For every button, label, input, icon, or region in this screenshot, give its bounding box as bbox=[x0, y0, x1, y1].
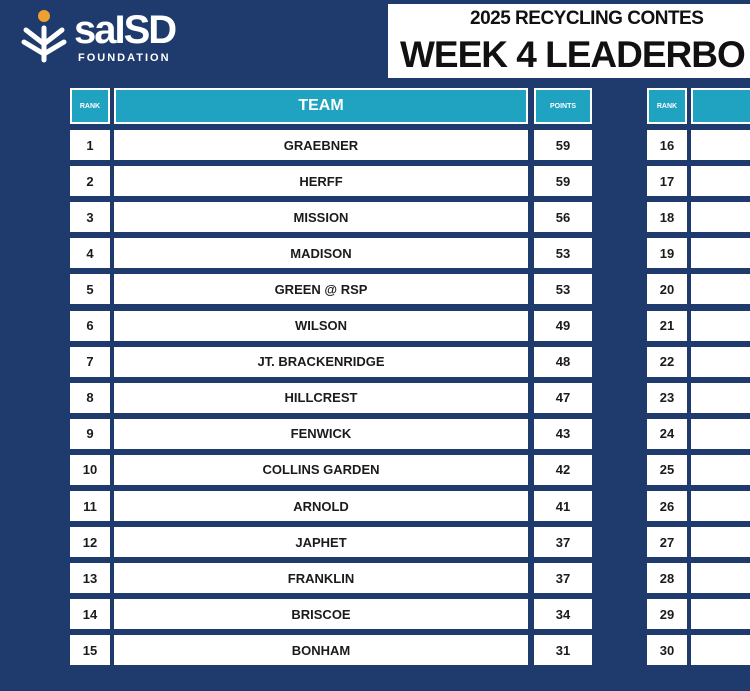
title-line-2: WEEK 4 LEADERBO bbox=[400, 34, 746, 75]
team-cell: JT. BRACKENRIDGE bbox=[114, 346, 528, 377]
points-cell: 34 bbox=[534, 599, 592, 630]
column-header: RANK bbox=[70, 88, 110, 124]
rank-cell: 30 bbox=[647, 635, 687, 666]
team-cell bbox=[691, 491, 750, 521]
team-cell: FENWICK bbox=[114, 418, 528, 449]
rank-cell: 2 bbox=[70, 166, 110, 197]
team-cell bbox=[691, 527, 750, 558]
rank-cell: 17 bbox=[647, 166, 687, 197]
points-cell: 41 bbox=[534, 491, 592, 521]
team-cell: BONHAM bbox=[114, 635, 528, 666]
column-header: POINTS bbox=[534, 88, 592, 124]
rank-cell: 27 bbox=[647, 527, 687, 558]
points-cell: 49 bbox=[534, 310, 592, 341]
team-cell: HERFF bbox=[114, 166, 528, 197]
team-cell: MISSION bbox=[114, 202, 528, 233]
rank-cell: 1 bbox=[70, 130, 110, 160]
title-line-1: 2025 RECYCLING CONTES bbox=[470, 8, 704, 29]
team-cell: MADISON bbox=[114, 238, 528, 269]
points-cell: 43 bbox=[534, 418, 592, 449]
rank-cell: 22 bbox=[647, 346, 687, 377]
rank-cell: 28 bbox=[647, 563, 687, 594]
rank-cell: 23 bbox=[647, 382, 687, 413]
rank-cell: 9 bbox=[70, 418, 110, 449]
team-cell bbox=[691, 238, 750, 269]
title-box: 2025 RECYCLING CONTES WEEK 4 LEADERBO bbox=[388, 4, 750, 78]
points-cell: 53 bbox=[534, 274, 592, 305]
team-cell bbox=[691, 202, 750, 233]
rank-cell: 15 bbox=[70, 635, 110, 666]
points-cell: 59 bbox=[534, 166, 592, 197]
team-cell: GREEN @ RSP bbox=[114, 274, 528, 305]
points-cell: 47 bbox=[534, 382, 592, 413]
team-cell bbox=[691, 274, 750, 305]
team-cell bbox=[691, 166, 750, 197]
team-cell bbox=[691, 635, 750, 666]
logo-text: saISD bbox=[74, 8, 177, 52]
rank-cell: 16 bbox=[647, 130, 687, 160]
team-cell bbox=[691, 130, 750, 160]
team-cell bbox=[691, 563, 750, 594]
logo-icon bbox=[21, 10, 67, 63]
rank-cell: 3 bbox=[70, 202, 110, 233]
points-cell: 59 bbox=[534, 130, 592, 160]
rank-cell: 14 bbox=[70, 599, 110, 630]
team-cell: GRAEBNER bbox=[114, 130, 528, 160]
rank-cell: 12 bbox=[70, 527, 110, 558]
rank-cell: 13 bbox=[70, 563, 110, 594]
team-cell: FRANKLIN bbox=[114, 563, 528, 594]
team-cell: COLLINS GARDEN bbox=[114, 454, 528, 485]
points-cell: 31 bbox=[534, 635, 592, 666]
team-cell bbox=[691, 454, 750, 485]
rank-cell: 10 bbox=[70, 454, 110, 485]
team-cell bbox=[691, 346, 750, 377]
rank-cell: 4 bbox=[70, 238, 110, 269]
team-cell: BRISCOE bbox=[114, 599, 528, 630]
team-cell bbox=[691, 382, 750, 413]
team-cell bbox=[691, 310, 750, 341]
team-cell: JAPHET bbox=[114, 527, 528, 558]
rank-cell: 26 bbox=[647, 491, 687, 521]
rank-cell: 20 bbox=[647, 274, 687, 305]
rank-cell: 7 bbox=[70, 346, 110, 377]
column-header bbox=[691, 88, 750, 124]
rank-cell: 6 bbox=[70, 310, 110, 341]
rank-cell: 11 bbox=[70, 491, 110, 521]
team-cell: ARNOLD bbox=[114, 491, 528, 521]
team-cell bbox=[691, 599, 750, 630]
points-cell: 48 bbox=[534, 346, 592, 377]
rank-cell: 18 bbox=[647, 202, 687, 233]
team-cell bbox=[691, 418, 750, 449]
points-cell: 56 bbox=[534, 202, 592, 233]
team-cell: HILLCREST bbox=[114, 382, 528, 413]
points-cell: 37 bbox=[534, 527, 592, 558]
rank-cell: 8 bbox=[70, 382, 110, 413]
rank-cell: 19 bbox=[647, 238, 687, 269]
team-cell: WILSON bbox=[114, 310, 528, 341]
rank-cell: 5 bbox=[70, 274, 110, 305]
rank-cell: 29 bbox=[647, 599, 687, 630]
column-header: TEAM bbox=[114, 88, 528, 124]
rank-cell: 24 bbox=[647, 418, 687, 449]
rank-cell: 25 bbox=[647, 454, 687, 485]
points-cell: 53 bbox=[534, 238, 592, 269]
logo-subtitle: FOUNDATION bbox=[78, 52, 171, 64]
column-header: RANK bbox=[647, 88, 687, 124]
rank-cell: 21 bbox=[647, 310, 687, 341]
points-cell: 37 bbox=[534, 563, 592, 594]
points-cell: 42 bbox=[534, 454, 592, 485]
